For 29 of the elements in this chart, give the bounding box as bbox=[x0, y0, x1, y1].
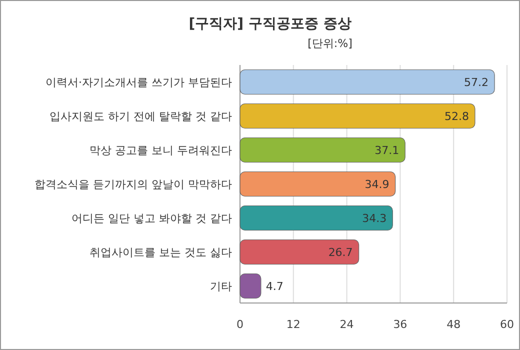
data-label: 52.8 bbox=[444, 110, 469, 123]
bar bbox=[240, 239, 360, 265]
x-tick-label: 0 bbox=[236, 318, 244, 331]
bar bbox=[240, 273, 262, 299]
y-tick-label: 입사지원도 하기 전에 탈락할 것 같다 bbox=[50, 110, 232, 123]
y-tick-label: 어디든 일단 넣고 봐야할 것 같다 bbox=[72, 212, 232, 225]
chart-subtitle: [단위:%] bbox=[308, 37, 352, 50]
y-tick-label: 기타 bbox=[210, 280, 232, 293]
x-tick-label: 48 bbox=[446, 318, 461, 331]
data-label: 26.7 bbox=[328, 246, 353, 259]
y-tick-label: 합격소식을 듣기까지의 앞날이 막막하다 bbox=[34, 178, 232, 191]
y-tick-label: 취업사이트를 보는 것도 싫다 bbox=[90, 246, 232, 259]
x-tick-label: 24 bbox=[340, 318, 354, 331]
y-tick-label: 이력서·자기소개서를 쓰기가 부담된다 bbox=[46, 76, 232, 89]
bar bbox=[240, 205, 393, 231]
data-label: 34.9 bbox=[364, 178, 390, 191]
data-label: 34.3 bbox=[362, 212, 387, 225]
x-tick-label: 60 bbox=[500, 318, 514, 331]
chart-title: [구직자] 구직공포증 증상 bbox=[188, 16, 352, 32]
bar bbox=[240, 103, 476, 129]
x-tick-label: 12 bbox=[286, 318, 300, 331]
x-tick-label: 36 bbox=[393, 318, 408, 331]
data-label: 37.1 bbox=[374, 144, 400, 157]
data-label: 4.7 bbox=[266, 280, 284, 293]
bar bbox=[240, 137, 406, 163]
y-tick-label: 막상 공고를 보니 두려워진다 bbox=[90, 144, 232, 157]
bar bbox=[240, 171, 396, 197]
data-label: 57.2 bbox=[464, 76, 489, 89]
bar bbox=[240, 69, 495, 95]
